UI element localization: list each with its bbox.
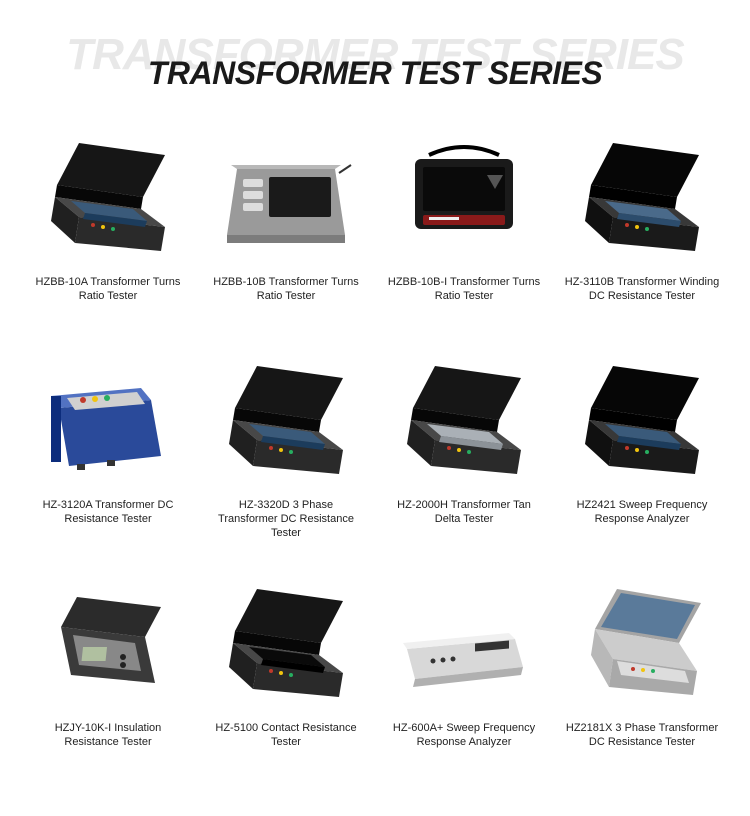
product-thumbnail bbox=[211, 125, 361, 265]
product-grid: HZBB-10A Transformer Turns Ratio Tester … bbox=[0, 105, 750, 784]
product-label: HZ-3120A Transformer DC Resistance Teste… bbox=[30, 498, 186, 527]
product-thumbnail bbox=[389, 125, 539, 265]
product-label: HZBB-10B-I Transformer Turns Ratio Teste… bbox=[386, 275, 542, 304]
product-thumbnail bbox=[567, 348, 717, 488]
product-card[interactable]: HZBB-10B-I Transformer Turns Ratio Teste… bbox=[386, 125, 542, 318]
product-card[interactable]: HZ-600A+ Sweep Frequency Response Analyz… bbox=[386, 571, 542, 764]
product-label: HZ-3110B Transformer Winding DC Resistan… bbox=[564, 275, 720, 304]
page-title: TRANSFORMER TEST SERIES bbox=[148, 55, 602, 92]
product-label: HZBB-10B Transformer Turns Ratio Tester bbox=[208, 275, 364, 304]
product-card[interactable]: HZBB-10B Transformer Turns Ratio Tester bbox=[208, 125, 364, 318]
product-card[interactable]: HZ2421 Sweep Frequency Response Analyzer bbox=[564, 348, 720, 541]
product-label: HZJY-10K-I Insulation Resistance Tester bbox=[30, 721, 186, 750]
product-label: HZ-3320D 3 Phase Transformer DC Resistan… bbox=[208, 498, 364, 541]
product-label: HZ2181X 3 Phase Transformer DC Resistanc… bbox=[564, 721, 720, 750]
product-card[interactable]: HZBB-10A Transformer Turns Ratio Tester bbox=[30, 125, 186, 318]
product-thumbnail bbox=[33, 571, 183, 711]
product-thumbnail bbox=[33, 348, 183, 488]
product-label: HZ-5100 Contact Resistance Tester bbox=[208, 721, 364, 750]
product-thumbnail bbox=[211, 571, 361, 711]
product-label: HZ2421 Sweep Frequency Response Analyzer bbox=[564, 498, 720, 527]
product-thumbnail bbox=[567, 125, 717, 265]
product-card[interactable]: HZ-2000H Transformer Tan Delta Tester bbox=[386, 348, 542, 541]
product-card[interactable]: HZ-3110B Transformer Winding DC Resistan… bbox=[564, 125, 720, 318]
product-card[interactable]: HZ2181X 3 Phase Transformer DC Resistanc… bbox=[564, 571, 720, 764]
product-thumbnail bbox=[567, 571, 717, 711]
product-label: HZBB-10A Transformer Turns Ratio Tester bbox=[30, 275, 186, 304]
product-card[interactable]: HZ-3120A Transformer DC Resistance Teste… bbox=[30, 348, 186, 541]
product-card[interactable]: HZ-3320D 3 Phase Transformer DC Resistan… bbox=[208, 348, 364, 541]
product-card[interactable]: HZJY-10K-I Insulation Resistance Tester bbox=[30, 571, 186, 764]
product-card[interactable]: HZ-5100 Contact Resistance Tester bbox=[208, 571, 364, 764]
product-thumbnail bbox=[33, 125, 183, 265]
product-label: HZ-600A+ Sweep Frequency Response Analyz… bbox=[386, 721, 542, 750]
product-thumbnail bbox=[211, 348, 361, 488]
product-thumbnail bbox=[389, 348, 539, 488]
product-label: HZ-2000H Transformer Tan Delta Tester bbox=[386, 498, 542, 527]
product-thumbnail bbox=[389, 571, 539, 711]
